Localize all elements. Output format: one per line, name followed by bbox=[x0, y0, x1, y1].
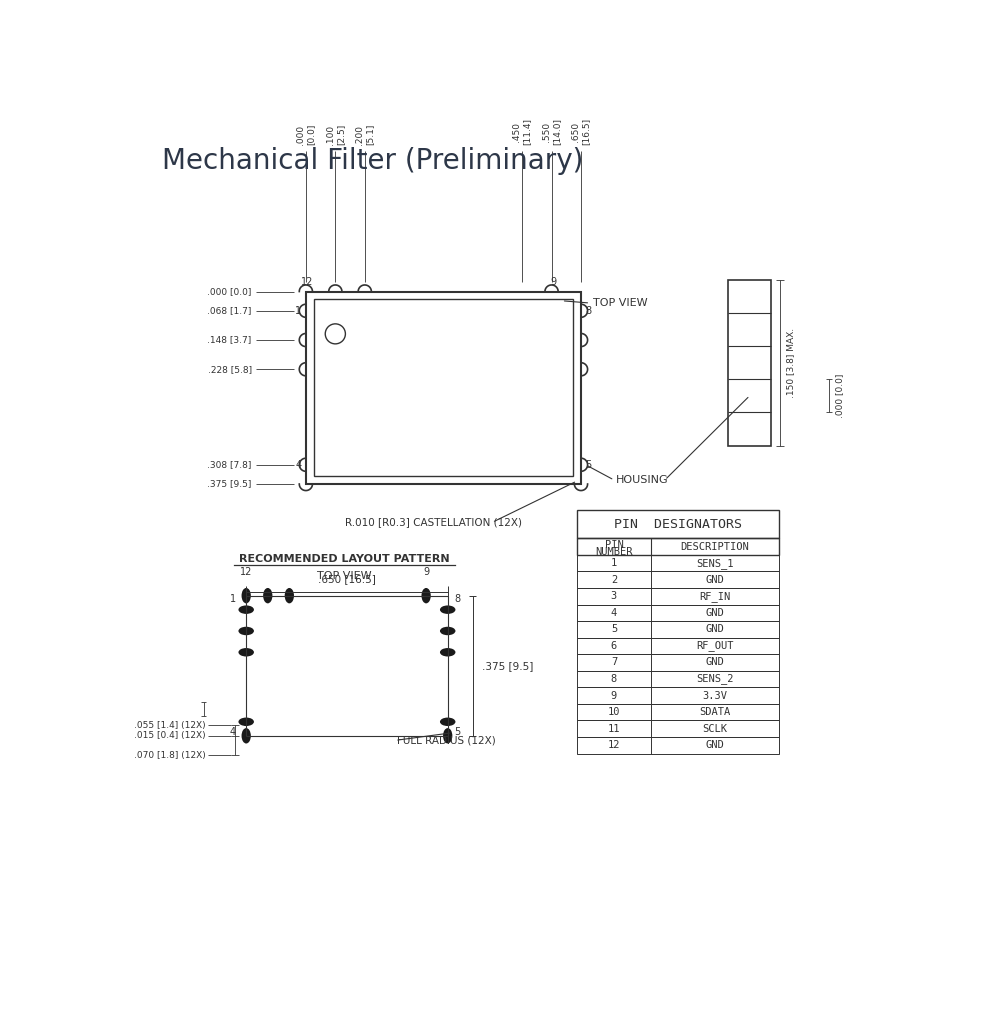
Bar bbox=[577, 737, 778, 754]
Text: SCLK: SCLK bbox=[702, 724, 728, 733]
Text: 8: 8 bbox=[454, 594, 460, 604]
Text: 10: 10 bbox=[608, 708, 620, 717]
Text: .550
[14.0]: .550 [14.0] bbox=[542, 118, 561, 145]
Text: TOP VIEW: TOP VIEW bbox=[593, 298, 647, 308]
Text: .070 [1.8] (12X): .070 [1.8] (12X) bbox=[135, 751, 206, 760]
Text: 3.3V: 3.3V bbox=[702, 690, 728, 700]
Text: .150 [3.8] MAX.: .150 [3.8] MAX. bbox=[786, 328, 795, 397]
Text: NUMBER: NUMBER bbox=[595, 547, 633, 557]
Text: .200
[5.1]: .200 [5.1] bbox=[355, 124, 374, 145]
Text: .650
[16.5]: .650 [16.5] bbox=[571, 118, 591, 145]
Ellipse shape bbox=[263, 588, 272, 603]
Text: .375 [9.5]: .375 [9.5] bbox=[207, 479, 251, 488]
Ellipse shape bbox=[239, 718, 254, 726]
Ellipse shape bbox=[440, 627, 455, 635]
Text: 12: 12 bbox=[301, 276, 314, 287]
Bar bbox=[577, 654, 778, 671]
Text: 8: 8 bbox=[611, 674, 617, 684]
Text: 9: 9 bbox=[550, 276, 556, 287]
Text: 5: 5 bbox=[586, 460, 592, 470]
Text: RF_IN: RF_IN bbox=[699, 591, 731, 602]
Text: DESCRIPTION: DESCRIPTION bbox=[680, 542, 749, 552]
Bar bbox=[314, 299, 573, 476]
Bar bbox=[577, 703, 778, 721]
Text: RECOMMENDED LAYOUT PATTERN: RECOMMENDED LAYOUT PATTERN bbox=[240, 554, 449, 564]
Text: RF_OUT: RF_OUT bbox=[696, 640, 734, 651]
Text: 4: 4 bbox=[295, 460, 301, 470]
Bar bbox=[577, 721, 778, 737]
Text: 1: 1 bbox=[611, 558, 617, 568]
Text: .375 [9.5]: .375 [9.5] bbox=[482, 660, 534, 671]
Bar bbox=[577, 510, 778, 539]
Text: .055 [1.4] (12X): .055 [1.4] (12X) bbox=[135, 721, 206, 729]
Ellipse shape bbox=[242, 588, 250, 603]
Text: .068 [1.7]: .068 [1.7] bbox=[207, 306, 251, 315]
Ellipse shape bbox=[444, 728, 452, 743]
Bar bbox=[577, 604, 778, 622]
Ellipse shape bbox=[242, 728, 250, 743]
Text: GND: GND bbox=[705, 657, 724, 668]
Text: 7: 7 bbox=[611, 657, 617, 668]
Bar bbox=[577, 588, 778, 604]
Text: 1: 1 bbox=[230, 594, 237, 604]
Text: PIN: PIN bbox=[605, 540, 624, 550]
Text: .450
[11.4]: .450 [11.4] bbox=[513, 118, 532, 145]
Text: .000
[0.0]: .000 [0.0] bbox=[296, 124, 316, 145]
Text: 4: 4 bbox=[611, 608, 617, 617]
Text: .000 [0.0]: .000 [0.0] bbox=[207, 287, 251, 296]
Ellipse shape bbox=[440, 605, 455, 614]
Text: GND: GND bbox=[705, 740, 724, 751]
Text: 5: 5 bbox=[611, 625, 617, 634]
Bar bbox=[577, 622, 778, 638]
Text: GND: GND bbox=[705, 574, 724, 585]
Text: 5: 5 bbox=[454, 727, 461, 737]
Text: TOP VIEW: TOP VIEW bbox=[318, 570, 372, 581]
Text: 4: 4 bbox=[230, 727, 237, 737]
Text: SENS_2: SENS_2 bbox=[696, 674, 734, 684]
Bar bbox=[577, 638, 778, 654]
Text: 9: 9 bbox=[611, 690, 617, 700]
Bar bbox=[306, 292, 581, 484]
Text: GND: GND bbox=[705, 608, 724, 617]
Text: SENS_1: SENS_1 bbox=[696, 558, 734, 568]
Ellipse shape bbox=[285, 588, 294, 603]
Ellipse shape bbox=[239, 648, 254, 656]
Bar bbox=[577, 687, 778, 703]
Text: 2: 2 bbox=[611, 574, 617, 585]
Text: R.010 [R0.3] CASTELLATION (12X): R.010 [R0.3] CASTELLATION (12X) bbox=[345, 517, 522, 527]
Text: 12: 12 bbox=[240, 567, 252, 578]
Ellipse shape bbox=[422, 588, 431, 603]
Text: .015 [0.4] (12X): .015 [0.4] (12X) bbox=[135, 731, 206, 740]
Text: PIN  DESIGNATORS: PIN DESIGNATORS bbox=[614, 517, 742, 530]
Ellipse shape bbox=[440, 648, 455, 656]
Text: 8: 8 bbox=[586, 306, 592, 315]
Bar bbox=[577, 555, 778, 571]
Ellipse shape bbox=[239, 605, 254, 614]
Text: HOUSING: HOUSING bbox=[616, 475, 668, 485]
Text: FULL RADIUS (12X): FULL RADIUS (12X) bbox=[397, 735, 495, 745]
Text: 12: 12 bbox=[608, 740, 620, 751]
Text: 6: 6 bbox=[611, 641, 617, 651]
Text: .650 [16.5]: .650 [16.5] bbox=[318, 574, 376, 584]
Bar bbox=[577, 571, 778, 588]
Text: .148 [3.7]: .148 [3.7] bbox=[207, 336, 251, 344]
Ellipse shape bbox=[239, 627, 254, 635]
Text: .308 [7.8]: .308 [7.8] bbox=[207, 460, 251, 469]
Bar bbox=[577, 539, 778, 555]
Bar bbox=[577, 671, 778, 687]
Text: SDATA: SDATA bbox=[699, 708, 731, 717]
Text: .100
[2.5]: .100 [2.5] bbox=[326, 124, 346, 145]
Text: 9: 9 bbox=[423, 567, 430, 578]
Text: .228 [5.8]: .228 [5.8] bbox=[208, 365, 251, 374]
Text: .000 [0.0]: .000 [0.0] bbox=[836, 374, 844, 418]
Text: 11: 11 bbox=[608, 724, 620, 733]
Ellipse shape bbox=[440, 718, 455, 726]
Text: GND: GND bbox=[705, 625, 724, 634]
Text: 3: 3 bbox=[611, 591, 617, 601]
Text: Mechanical Filter (Preliminary): Mechanical Filter (Preliminary) bbox=[162, 146, 584, 175]
Bar bbox=[729, 280, 771, 445]
Text: 1: 1 bbox=[295, 306, 301, 315]
